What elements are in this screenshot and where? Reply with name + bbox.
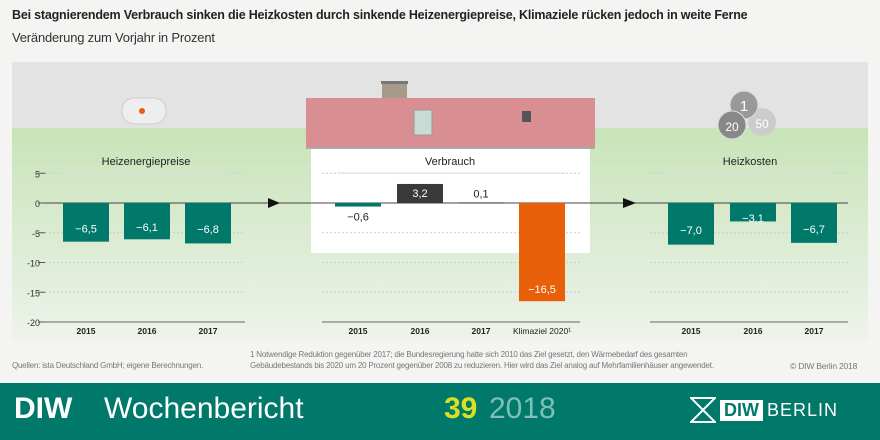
bar-value-label: −0,6 bbox=[347, 212, 369, 224]
bar-value-label: −6,1 bbox=[136, 222, 158, 234]
y-tick-label: -15 bbox=[27, 288, 40, 298]
bar bbox=[458, 202, 504, 204]
bar bbox=[63, 203, 109, 242]
diw-logo-icon bbox=[690, 397, 716, 423]
house-roof-icon bbox=[306, 81, 595, 149]
oil-tank-icon bbox=[121, 97, 167, 125]
arrow-icon bbox=[268, 198, 280, 208]
logo-diw-text: DIW bbox=[720, 399, 763, 421]
bar-value-label: −3,1 bbox=[742, 213, 764, 225]
coins-icon: 50 1 20 bbox=[717, 90, 776, 140]
x-tick-label: 2017 bbox=[199, 326, 218, 336]
chart-title: Bei stagnierendem Verbrauch sinken die H… bbox=[12, 8, 748, 22]
bar-value-label: −7,0 bbox=[680, 225, 702, 237]
x-tick-label: Klimaziel 2020¹ bbox=[513, 326, 571, 336]
footer-issue: 39 bbox=[444, 392, 478, 425]
y-tick-label: -20 bbox=[27, 318, 40, 328]
x-tick-label: 2016 bbox=[138, 326, 157, 336]
plot-area: 5 0 -5 -10 -15 -20 Heizenergiepreise −6,5 2015 −6… bbox=[27, 156, 848, 336]
x-tick-label: 2015 bbox=[682, 326, 701, 336]
bar bbox=[335, 203, 381, 207]
bar-value-label: −16,5 bbox=[528, 284, 556, 296]
bar-value-label: −6,8 bbox=[197, 224, 219, 236]
coin-1-label: 1 bbox=[740, 98, 748, 115]
arrow-icon bbox=[623, 198, 636, 208]
x-tick-label: 2015 bbox=[349, 326, 368, 336]
footer-publication: Wochenbericht bbox=[104, 392, 304, 425]
y-tick-label: 5 bbox=[35, 169, 40, 179]
bar bbox=[519, 203, 565, 302]
x-tick-label: 2015 bbox=[77, 326, 96, 336]
footer-brand: DIW bbox=[14, 392, 73, 425]
copyright: © DIW Berlin 2018 bbox=[790, 361, 858, 371]
sources-note: Quellen: ista Deutschland GmbH; eigene B… bbox=[12, 361, 204, 370]
footnote-line-1: 1 Notwendige Reduktion gegenüber 2017; d… bbox=[250, 350, 688, 359]
x-tick-label: 2016 bbox=[411, 326, 430, 336]
footer-banner: DIW Wochenbericht 39 2018 DIW BERLIN bbox=[0, 383, 880, 440]
panel-title: Heizenergiepreise bbox=[102, 156, 191, 168]
logo-berlin-text: BERLIN bbox=[767, 399, 839, 420]
coin-20-label: 20 bbox=[725, 120, 739, 134]
y-tick-label: -5 bbox=[32, 229, 40, 239]
bar bbox=[791, 203, 837, 243]
bar bbox=[730, 203, 776, 222]
footer-year: 2018 bbox=[489, 392, 556, 425]
panel-title: Heizkosten bbox=[723, 156, 777, 168]
bar-value-label: −6,7 bbox=[803, 224, 825, 236]
chart: 50 1 20 50-5-10-15-20Heizenergiepreise−6… bbox=[12, 62, 868, 342]
coin-50-label: 50 bbox=[755, 117, 769, 131]
bar bbox=[668, 203, 714, 245]
chart-subtitle: Veränderung zum Vorjahr in Prozent bbox=[12, 30, 215, 45]
bar bbox=[397, 183, 443, 203]
bar-value-label: −6,5 bbox=[75, 223, 97, 235]
x-tick-label: 2016 bbox=[744, 326, 763, 336]
bar bbox=[185, 203, 231, 244]
x-tick-label: 2017 bbox=[472, 326, 491, 336]
y-tick-label: 0 bbox=[35, 199, 40, 209]
y-tick-label: -10 bbox=[27, 259, 40, 269]
panel-title: Verbrauch bbox=[425, 156, 475, 168]
footnote-line-2: Gebäudebestands bis 2020 um 20 Prozent g… bbox=[250, 361, 714, 370]
bar-value-label: 3,2 bbox=[412, 188, 427, 200]
bar-value-label: 0,1 bbox=[473, 188, 488, 200]
diw-berlin-logo: DIW BERLIN bbox=[690, 397, 838, 423]
bar bbox=[124, 203, 170, 240]
x-tick-label: 2017 bbox=[805, 326, 824, 336]
